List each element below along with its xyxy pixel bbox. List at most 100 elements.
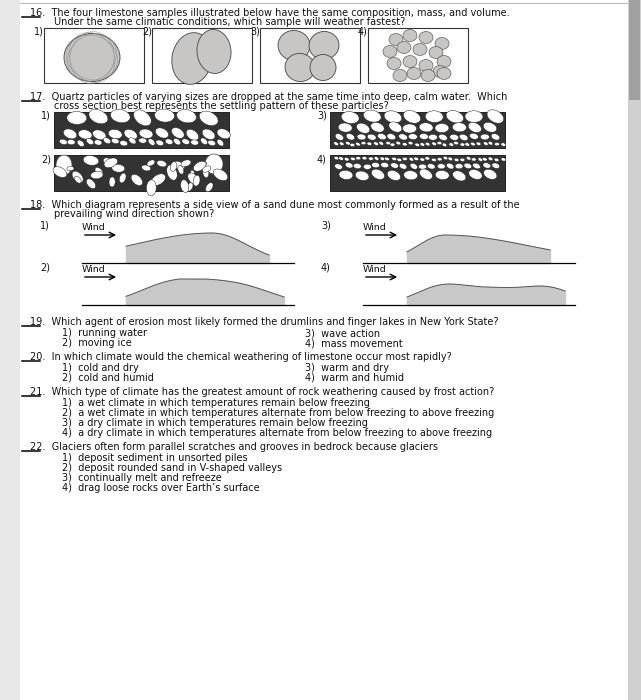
Text: 1)  deposit sediment in unsorted piles: 1) deposit sediment in unsorted piles [62,453,247,463]
Ellipse shape [94,140,102,145]
Ellipse shape [446,111,463,123]
Ellipse shape [206,183,213,192]
Ellipse shape [104,158,117,168]
Ellipse shape [181,160,191,167]
Ellipse shape [344,158,349,161]
Ellipse shape [419,164,426,169]
Text: 4): 4) [321,262,331,272]
Ellipse shape [335,134,344,140]
Ellipse shape [309,32,339,60]
Ellipse shape [148,139,155,146]
Text: 1): 1) [41,111,51,121]
Ellipse shape [172,33,212,84]
Text: 2)  cold and humid: 2) cold and humid [62,373,154,383]
Ellipse shape [370,122,384,132]
Ellipse shape [390,162,399,168]
Ellipse shape [67,111,87,125]
Ellipse shape [471,158,476,161]
Ellipse shape [369,157,374,160]
Ellipse shape [396,141,401,145]
Ellipse shape [202,129,215,139]
Ellipse shape [83,155,99,165]
Ellipse shape [374,157,379,160]
Ellipse shape [119,173,126,183]
Text: 3)  wave action: 3) wave action [305,328,380,338]
Ellipse shape [435,123,449,132]
Ellipse shape [425,111,443,122]
Ellipse shape [399,163,407,169]
Ellipse shape [142,165,151,171]
Ellipse shape [484,169,497,179]
Ellipse shape [389,122,402,132]
Ellipse shape [494,158,499,162]
Ellipse shape [172,127,184,139]
Ellipse shape [482,158,487,161]
Ellipse shape [449,143,454,146]
Ellipse shape [146,180,156,196]
Ellipse shape [387,57,401,69]
Ellipse shape [403,124,417,133]
Ellipse shape [334,142,338,146]
Ellipse shape [393,69,407,81]
Ellipse shape [454,141,458,145]
Text: 4)  drag loose rocks over Earth’s surface: 4) drag loose rocks over Earth’s surface [62,483,260,493]
Ellipse shape [367,142,372,146]
Bar [368,28,468,83]
Ellipse shape [178,165,184,174]
Ellipse shape [103,158,114,167]
Ellipse shape [356,123,370,133]
Ellipse shape [335,164,342,169]
Ellipse shape [483,162,491,168]
Ellipse shape [454,158,459,162]
Text: 3)  continually melt and refreeze: 3) continually melt and refreeze [62,473,222,483]
Ellipse shape [465,143,470,146]
Ellipse shape [157,160,167,167]
Ellipse shape [133,110,151,126]
Ellipse shape [90,171,103,178]
Ellipse shape [112,164,125,172]
Ellipse shape [380,157,385,160]
Ellipse shape [403,55,417,67]
Ellipse shape [131,174,142,186]
Ellipse shape [378,134,387,140]
Ellipse shape [408,141,413,145]
Ellipse shape [435,171,449,180]
Ellipse shape [460,134,468,141]
Ellipse shape [483,122,497,132]
Ellipse shape [453,122,467,132]
Ellipse shape [353,163,362,169]
Text: 21.  Which type of climate has the greatest amount of rock weathering caused by : 21. Which type of climate has the greate… [30,387,494,397]
Ellipse shape [455,164,463,169]
Ellipse shape [483,142,488,146]
Ellipse shape [470,142,475,146]
Ellipse shape [182,139,190,144]
Ellipse shape [437,67,451,80]
Bar [260,28,360,83]
Ellipse shape [387,134,395,140]
Ellipse shape [213,169,228,181]
Text: 1): 1) [40,220,50,230]
Ellipse shape [494,143,499,146]
Ellipse shape [112,139,119,143]
Ellipse shape [488,141,493,145]
Text: 2): 2) [40,262,50,272]
Ellipse shape [356,157,361,160]
Ellipse shape [363,164,371,169]
Ellipse shape [346,134,354,140]
Ellipse shape [381,162,388,168]
Ellipse shape [203,168,209,178]
Ellipse shape [450,134,459,140]
Ellipse shape [201,162,207,165]
Ellipse shape [438,134,447,141]
Ellipse shape [201,138,208,145]
Ellipse shape [199,111,218,125]
Ellipse shape [464,163,472,169]
Text: cross section best represents the settling pattern of these particles?: cross section best represents the settli… [54,101,388,111]
Ellipse shape [151,174,165,186]
Ellipse shape [103,138,111,144]
Ellipse shape [194,161,206,172]
Ellipse shape [390,143,395,146]
Ellipse shape [472,163,480,169]
Ellipse shape [469,169,482,179]
Text: 2)  a wet climate in which temperatures alternate from below freezing to above f: 2) a wet climate in which temperatures a… [62,408,494,418]
